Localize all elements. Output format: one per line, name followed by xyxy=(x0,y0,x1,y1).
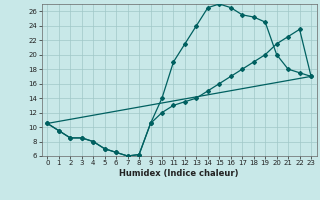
X-axis label: Humidex (Indice chaleur): Humidex (Indice chaleur) xyxy=(119,169,239,178)
